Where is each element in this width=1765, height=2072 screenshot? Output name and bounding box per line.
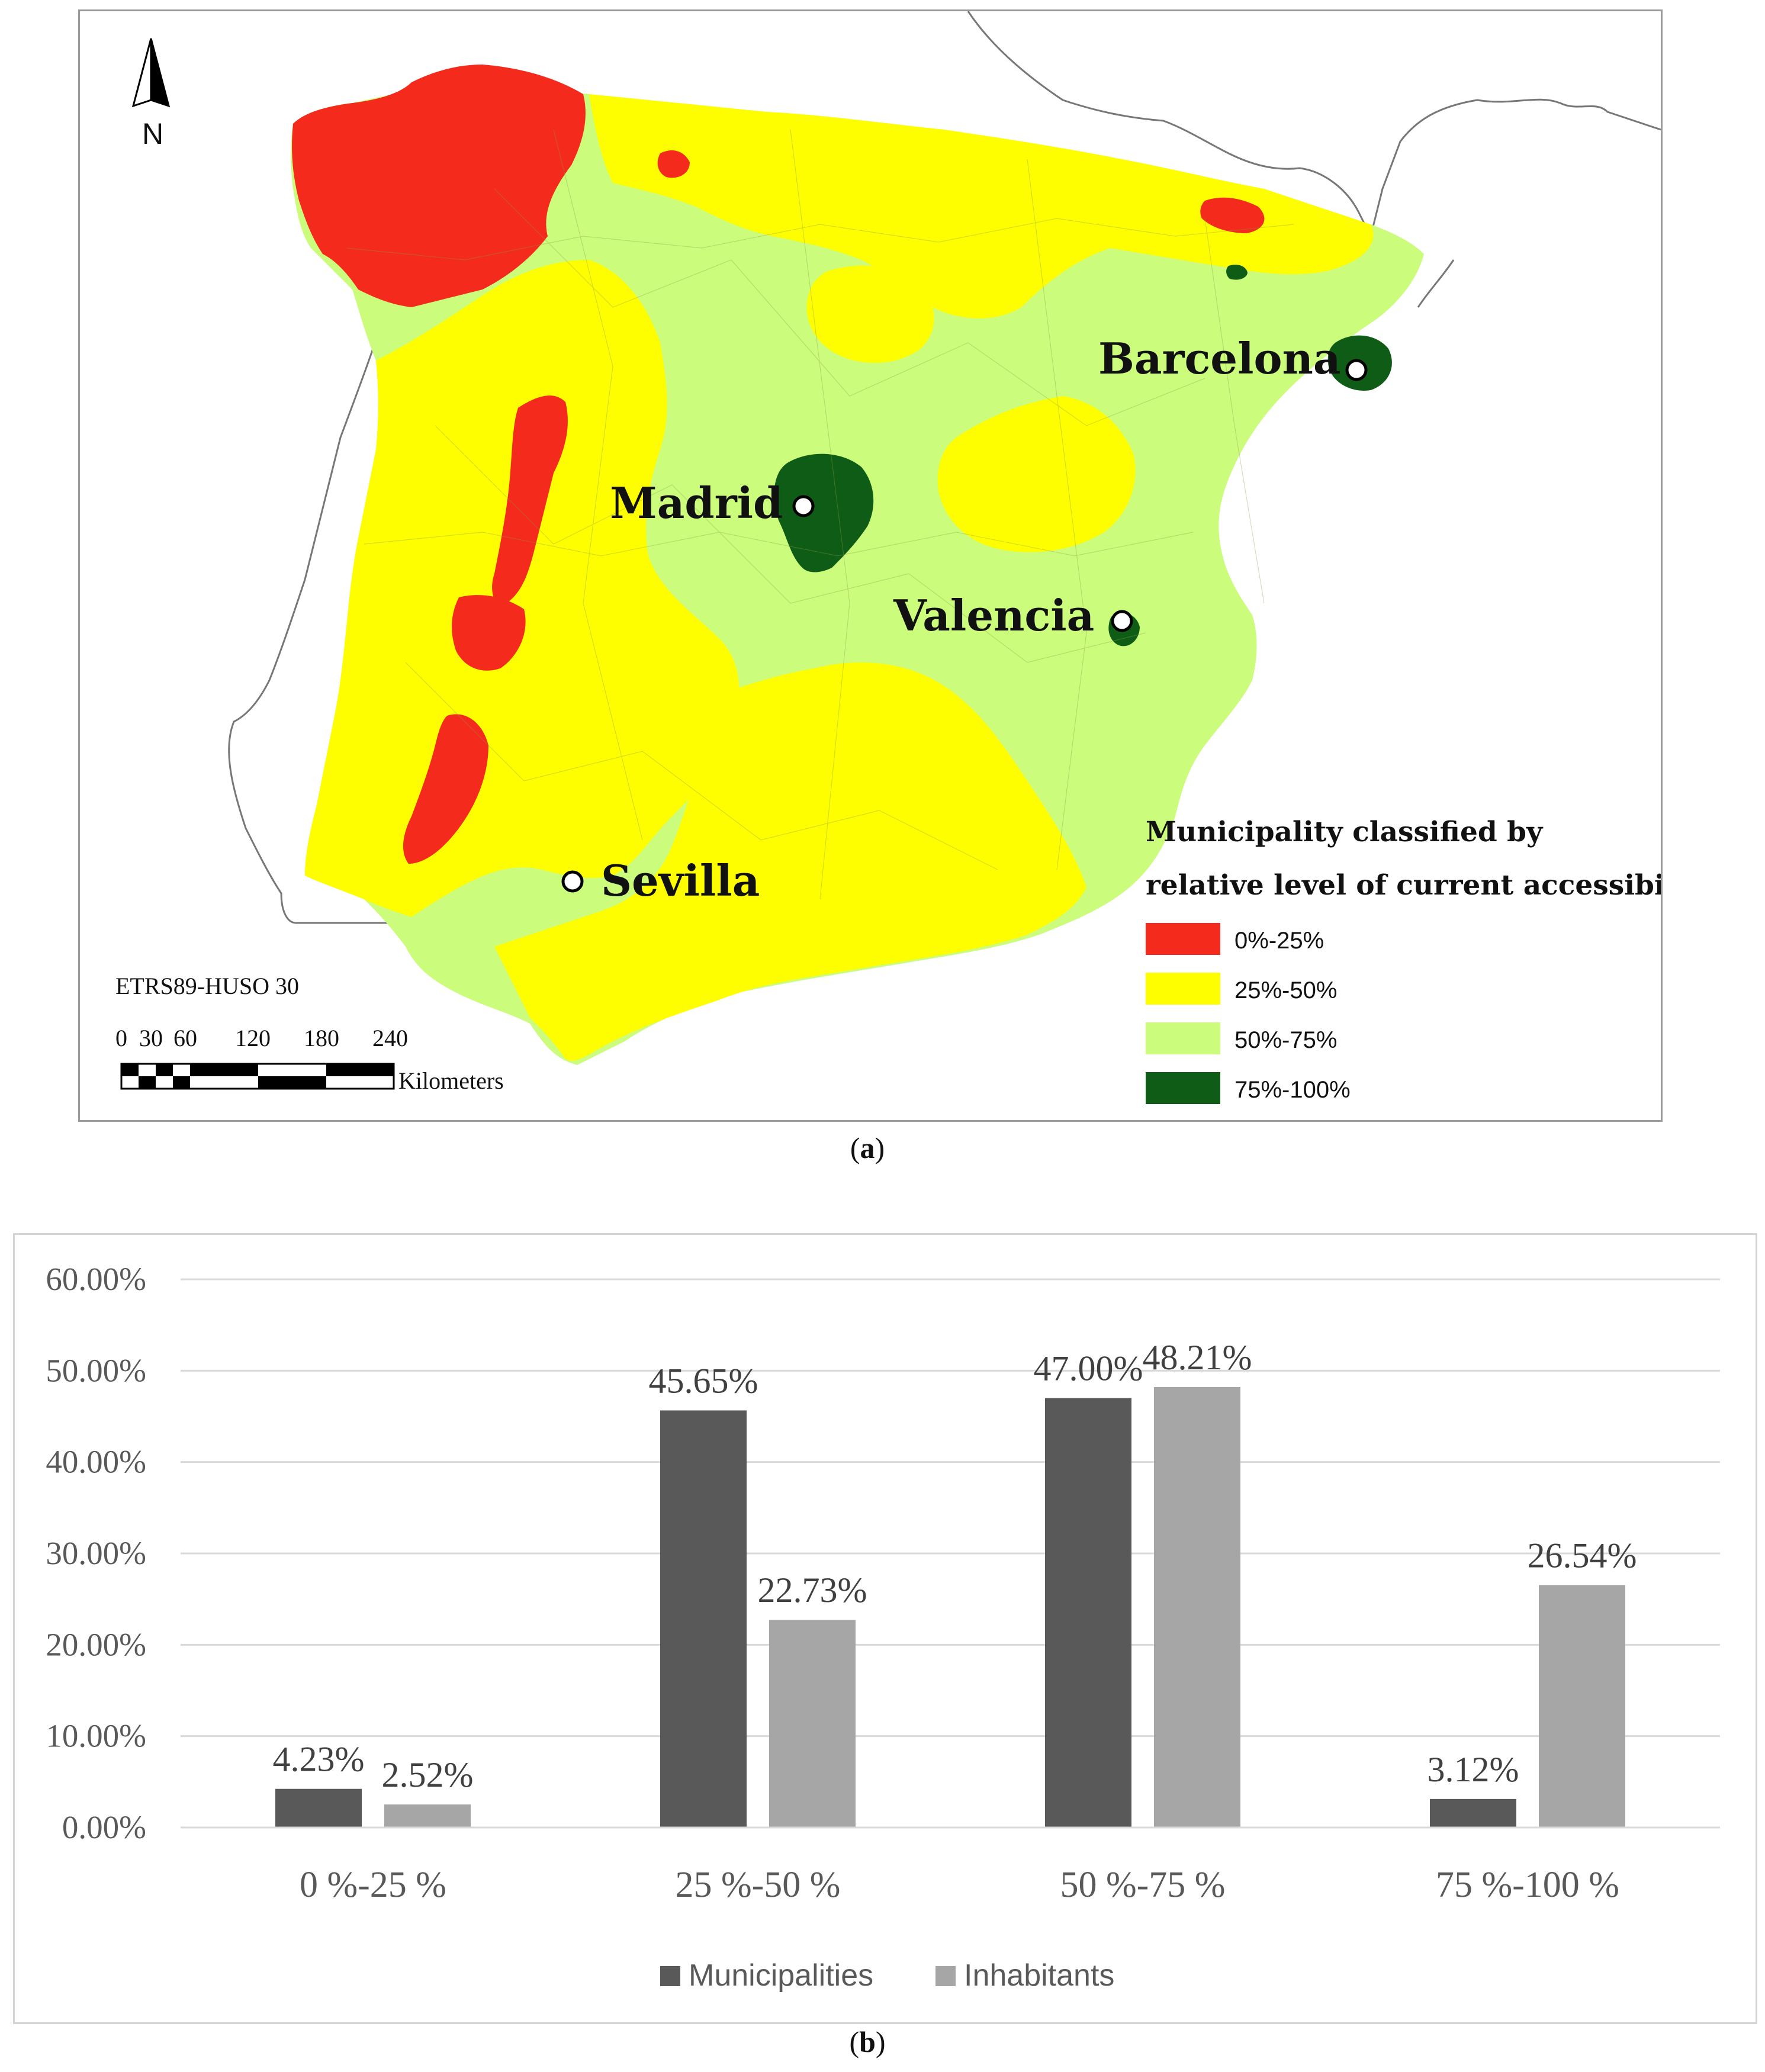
scale-bar: 0 30 60 120 180 240 Kilometers: [115, 1025, 504, 1094]
y-tick-label: 60.00%: [46, 1261, 146, 1297]
city-madrid: Madrid: [610, 478, 815, 528]
region-red-border-2: [452, 595, 526, 671]
category-label: 25 %-50 %: [676, 1865, 841, 1905]
legend-swatch-inhabitants: [935, 1966, 956, 1986]
region-yellow-center: [806, 265, 934, 363]
legend-swatch-75-100: [1146, 1072, 1220, 1104]
y-tick-label: 20.00%: [46, 1626, 146, 1662]
france-outline: [967, 11, 1661, 239]
bar-municipalities-2: [1045, 1398, 1131, 1828]
region-red-border-3: [403, 714, 488, 864]
legend-swatch-50-75: [1146, 1022, 1220, 1054]
legend-title-line2: relative level of current accessibility: [1146, 869, 1661, 902]
city-barcelona: Barcelona: [1098, 333, 1368, 384]
category-label: 0 %-25 %: [300, 1865, 446, 1905]
region-green-pyrenees: [1226, 265, 1248, 280]
bar-inhabitants-2: [1154, 1386, 1240, 1828]
legend-swatch-municipalities: [660, 1966, 680, 1986]
region-yellow-west: [305, 260, 740, 917]
scale-tick-0: 0: [115, 1025, 127, 1051]
bar-inhabitants-0: [384, 1804, 471, 1828]
legend-label-25-50: 25%-50%: [1234, 977, 1337, 1003]
region-red-small: [657, 150, 690, 178]
city-marker-sevilla: [561, 870, 584, 893]
city-marker-valencia: [1111, 610, 1133, 632]
data-label: 45.65%: [649, 1361, 758, 1400]
data-label: 3.12%: [1428, 1750, 1519, 1789]
data-label: 48.21%: [1143, 1338, 1252, 1377]
legend-label-50-75: 50%-75%: [1234, 1027, 1337, 1053]
y-tick-label: 40.00%: [46, 1444, 146, 1480]
scale-tick-60: 60: [173, 1025, 197, 1051]
north-arrow: N: [131, 38, 171, 150]
caption-a: (a): [850, 1131, 885, 1164]
city-label-madrid: Madrid: [610, 478, 783, 528]
portugal-outline: [228, 295, 392, 924]
data-label: 22.73%: [758, 1571, 867, 1610]
data-label: 2.52%: [382, 1755, 474, 1794]
bar-municipalities-3: [1430, 1798, 1516, 1828]
region-red-border-1: [492, 395, 568, 604]
bar-municipalities-0: [275, 1788, 362, 1828]
city-sevilla: Sevilla: [561, 855, 760, 906]
region-yellow-north: [589, 94, 1374, 318]
city-label-valencia: Valencia: [893, 590, 1094, 641]
y-tick-label: 30.00%: [46, 1535, 146, 1571]
crs-label: ETRS89-HUSO 30: [115, 973, 299, 999]
north-arrow-icon: [131, 38, 152, 108]
city-marker-barcelona: [1345, 359, 1368, 381]
bar-inhabitants-1: [769, 1620, 856, 1828]
y-tick-label: 10.00%: [46, 1718, 146, 1754]
legend-label-municipalities: Municipalities: [689, 1958, 873, 1993]
legend-title-line1: Municipality classified by: [1146, 816, 1544, 848]
data-label: 47.00%: [1034, 1349, 1143, 1388]
scale-tick-180: 180: [304, 1025, 339, 1051]
legend-label-inhabitants: Inhabitants: [964, 1958, 1114, 1993]
y-tick-label: 0.00%: [62, 1809, 146, 1845]
region-green-madrid: [774, 453, 874, 572]
bar-municipalities-1: [660, 1410, 747, 1828]
coast-outline: [1417, 259, 1455, 308]
city-marker-madrid: [792, 495, 815, 517]
scale-tick-240: 240: [372, 1025, 408, 1051]
municipal-borders: [346, 129, 1294, 900]
caption-a-letter: a: [860, 1131, 875, 1164]
scale-tick-30: 30: [139, 1025, 163, 1051]
map-panel: Barcelona Madrid Valencia Sevilla N ETRS…: [78, 9, 1663, 1122]
y-tick-label: 50.00%: [46, 1352, 146, 1388]
city-label-barcelona: Barcelona: [1098, 333, 1340, 384]
legend-label-0-25: 0%-25%: [1234, 928, 1324, 954]
data-label: 26.54%: [1528, 1536, 1637, 1575]
caption-b-letter: b: [859, 2025, 876, 2058]
region-red-pyrenees: [1200, 197, 1265, 233]
legend-swatch-0-25: [1146, 923, 1220, 955]
map-canvas: Barcelona Madrid Valencia Sevilla N ETRS…: [115, 11, 1661, 1104]
chart-panel: 0.00% 10.00% 20.00% 30.00% 40.00% 50.00% 60.00…: [13, 1233, 1757, 2024]
scale-tick-120: 120: [235, 1025, 271, 1051]
caption-b: (b): [849, 2025, 886, 2058]
legend-label-75-100: 75%-100%: [1234, 1077, 1351, 1103]
legend-swatch-25-50: [1146, 973, 1220, 1005]
category-label: 50 %-75 %: [1060, 1865, 1226, 1905]
city-valencia: Valencia: [893, 590, 1133, 641]
scale-unit: Kilometers: [398, 1067, 504, 1094]
region-yellow-east: [937, 396, 1136, 552]
category-label: 75 %-100 %: [1436, 1865, 1619, 1905]
bar-chart: 0.00% 10.00% 20.00% 30.00% 40.00% 50.00% 60.00…: [46, 1261, 1720, 1993]
city-label-sevilla: Sevilla: [601, 855, 760, 906]
data-label: 4.23%: [273, 1740, 365, 1779]
bar-inhabitants-3: [1539, 1585, 1625, 1828]
region-yellow-south: [494, 662, 1086, 1061]
map-legend: Municipality classified by relative leve…: [1146, 816, 1661, 1104]
region-red-galicia: [292, 65, 586, 307]
north-label: N: [142, 117, 163, 150]
